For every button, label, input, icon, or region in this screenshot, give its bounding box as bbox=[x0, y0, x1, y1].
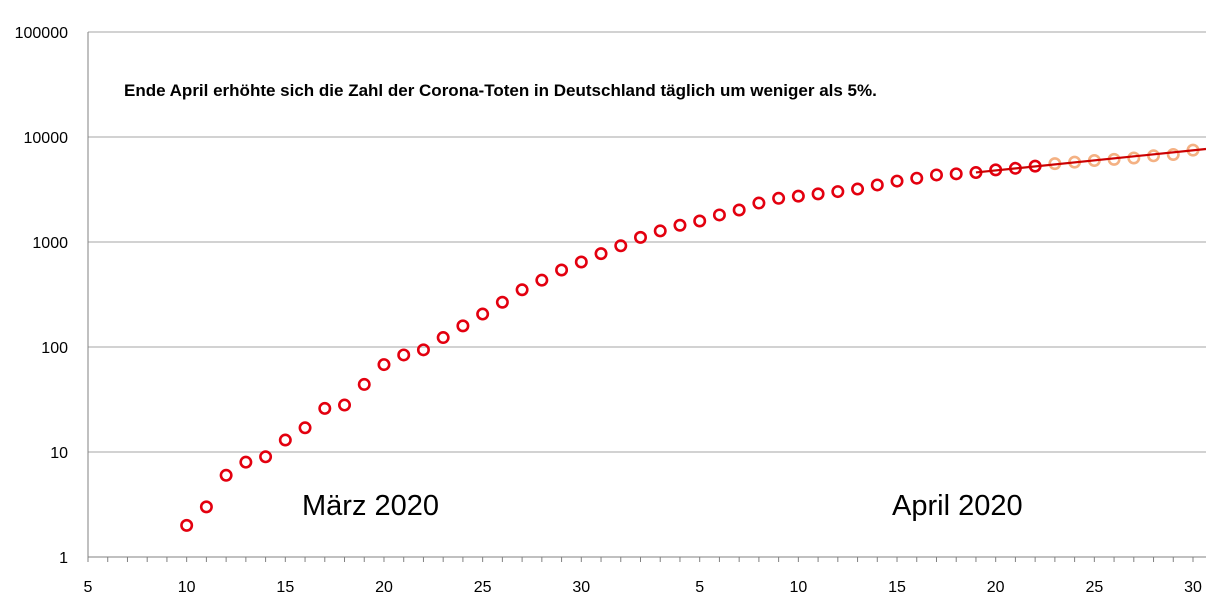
observed-point bbox=[436, 331, 450, 345]
observed-point bbox=[791, 189, 805, 203]
observed-point bbox=[673, 218, 687, 232]
observed-point bbox=[574, 255, 588, 269]
observed-point bbox=[831, 185, 845, 199]
observed-point bbox=[476, 307, 490, 321]
projected-point bbox=[1127, 151, 1141, 165]
x-tick-label: 5 bbox=[695, 579, 704, 596]
observed-point bbox=[259, 450, 273, 464]
observed-point bbox=[653, 224, 667, 238]
y-tick-label-1: 1 bbox=[59, 550, 68, 567]
observed-point bbox=[633, 230, 647, 244]
observed-point bbox=[712, 208, 726, 222]
y-tick-label-100: 100 bbox=[41, 340, 68, 357]
x-axis-ticks bbox=[87, 557, 1194, 562]
observed-point bbox=[456, 319, 470, 333]
observed-point bbox=[377, 358, 391, 372]
observed-point bbox=[929, 168, 943, 182]
x-tick-label: 15 bbox=[276, 579, 294, 596]
observed-point bbox=[239, 455, 253, 469]
observed-point bbox=[397, 348, 411, 362]
observed-point bbox=[555, 263, 569, 277]
observed-point bbox=[515, 283, 529, 297]
x-tick-label: 25 bbox=[1085, 579, 1103, 596]
y-axis-labels: 1 10 100 1000 10000 100000 bbox=[15, 25, 68, 567]
observed-point bbox=[890, 174, 904, 188]
observed-point bbox=[614, 239, 628, 253]
y-tick-label-10: 10 bbox=[50, 445, 68, 462]
observed-point bbox=[870, 178, 884, 192]
y-tick-label-10000: 10000 bbox=[24, 130, 69, 147]
x-tick-label: 15 bbox=[888, 579, 906, 596]
gridlines bbox=[88, 31, 1206, 453]
observed-point bbox=[298, 421, 312, 435]
observed-point bbox=[357, 377, 371, 391]
month-label-april: April 2020 bbox=[892, 490, 1023, 522]
x-tick-label: 30 bbox=[572, 579, 590, 596]
chart-annotation: Ende April erhöhte sich die Zahl der Cor… bbox=[124, 81, 877, 100]
observed-point bbox=[318, 401, 332, 415]
x-tick-label: 25 bbox=[474, 579, 492, 596]
observed-point bbox=[180, 518, 194, 532]
observed-point bbox=[732, 203, 746, 217]
observed-point bbox=[535, 273, 549, 287]
observed-point bbox=[949, 167, 963, 181]
x-tick-label: 20 bbox=[375, 579, 393, 596]
x-tick-label: 30 bbox=[1184, 579, 1202, 596]
observed-point bbox=[416, 343, 430, 357]
trend-line bbox=[975, 147, 1206, 174]
y-tick-label-100000: 100000 bbox=[15, 25, 68, 42]
x-tick-label: 20 bbox=[987, 579, 1005, 596]
projected-point bbox=[1166, 148, 1180, 162]
observed-point bbox=[851, 182, 865, 196]
x-tick-label: 5 bbox=[84, 579, 93, 596]
observed-point bbox=[772, 191, 786, 205]
x-tick-label: 10 bbox=[178, 579, 196, 596]
observed-point bbox=[219, 468, 233, 482]
observed-point bbox=[495, 295, 509, 309]
observed-point bbox=[693, 214, 707, 228]
data-series bbox=[180, 143, 1206, 532]
month-label-maerz: März 2020 bbox=[302, 490, 439, 522]
observed-point bbox=[594, 247, 608, 261]
observed-point bbox=[199, 500, 213, 514]
y-tick-label-1000: 1000 bbox=[32, 235, 68, 252]
observed-point bbox=[338, 398, 352, 412]
x-tick-label: 10 bbox=[789, 579, 807, 596]
x-axis-labels: 5 10 15 20 25 30 5 10 15 20 25 30 bbox=[84, 579, 1202, 596]
observed-point bbox=[752, 196, 766, 210]
observed-point bbox=[910, 171, 924, 185]
observed-point bbox=[811, 187, 825, 201]
observed-point bbox=[278, 433, 292, 447]
